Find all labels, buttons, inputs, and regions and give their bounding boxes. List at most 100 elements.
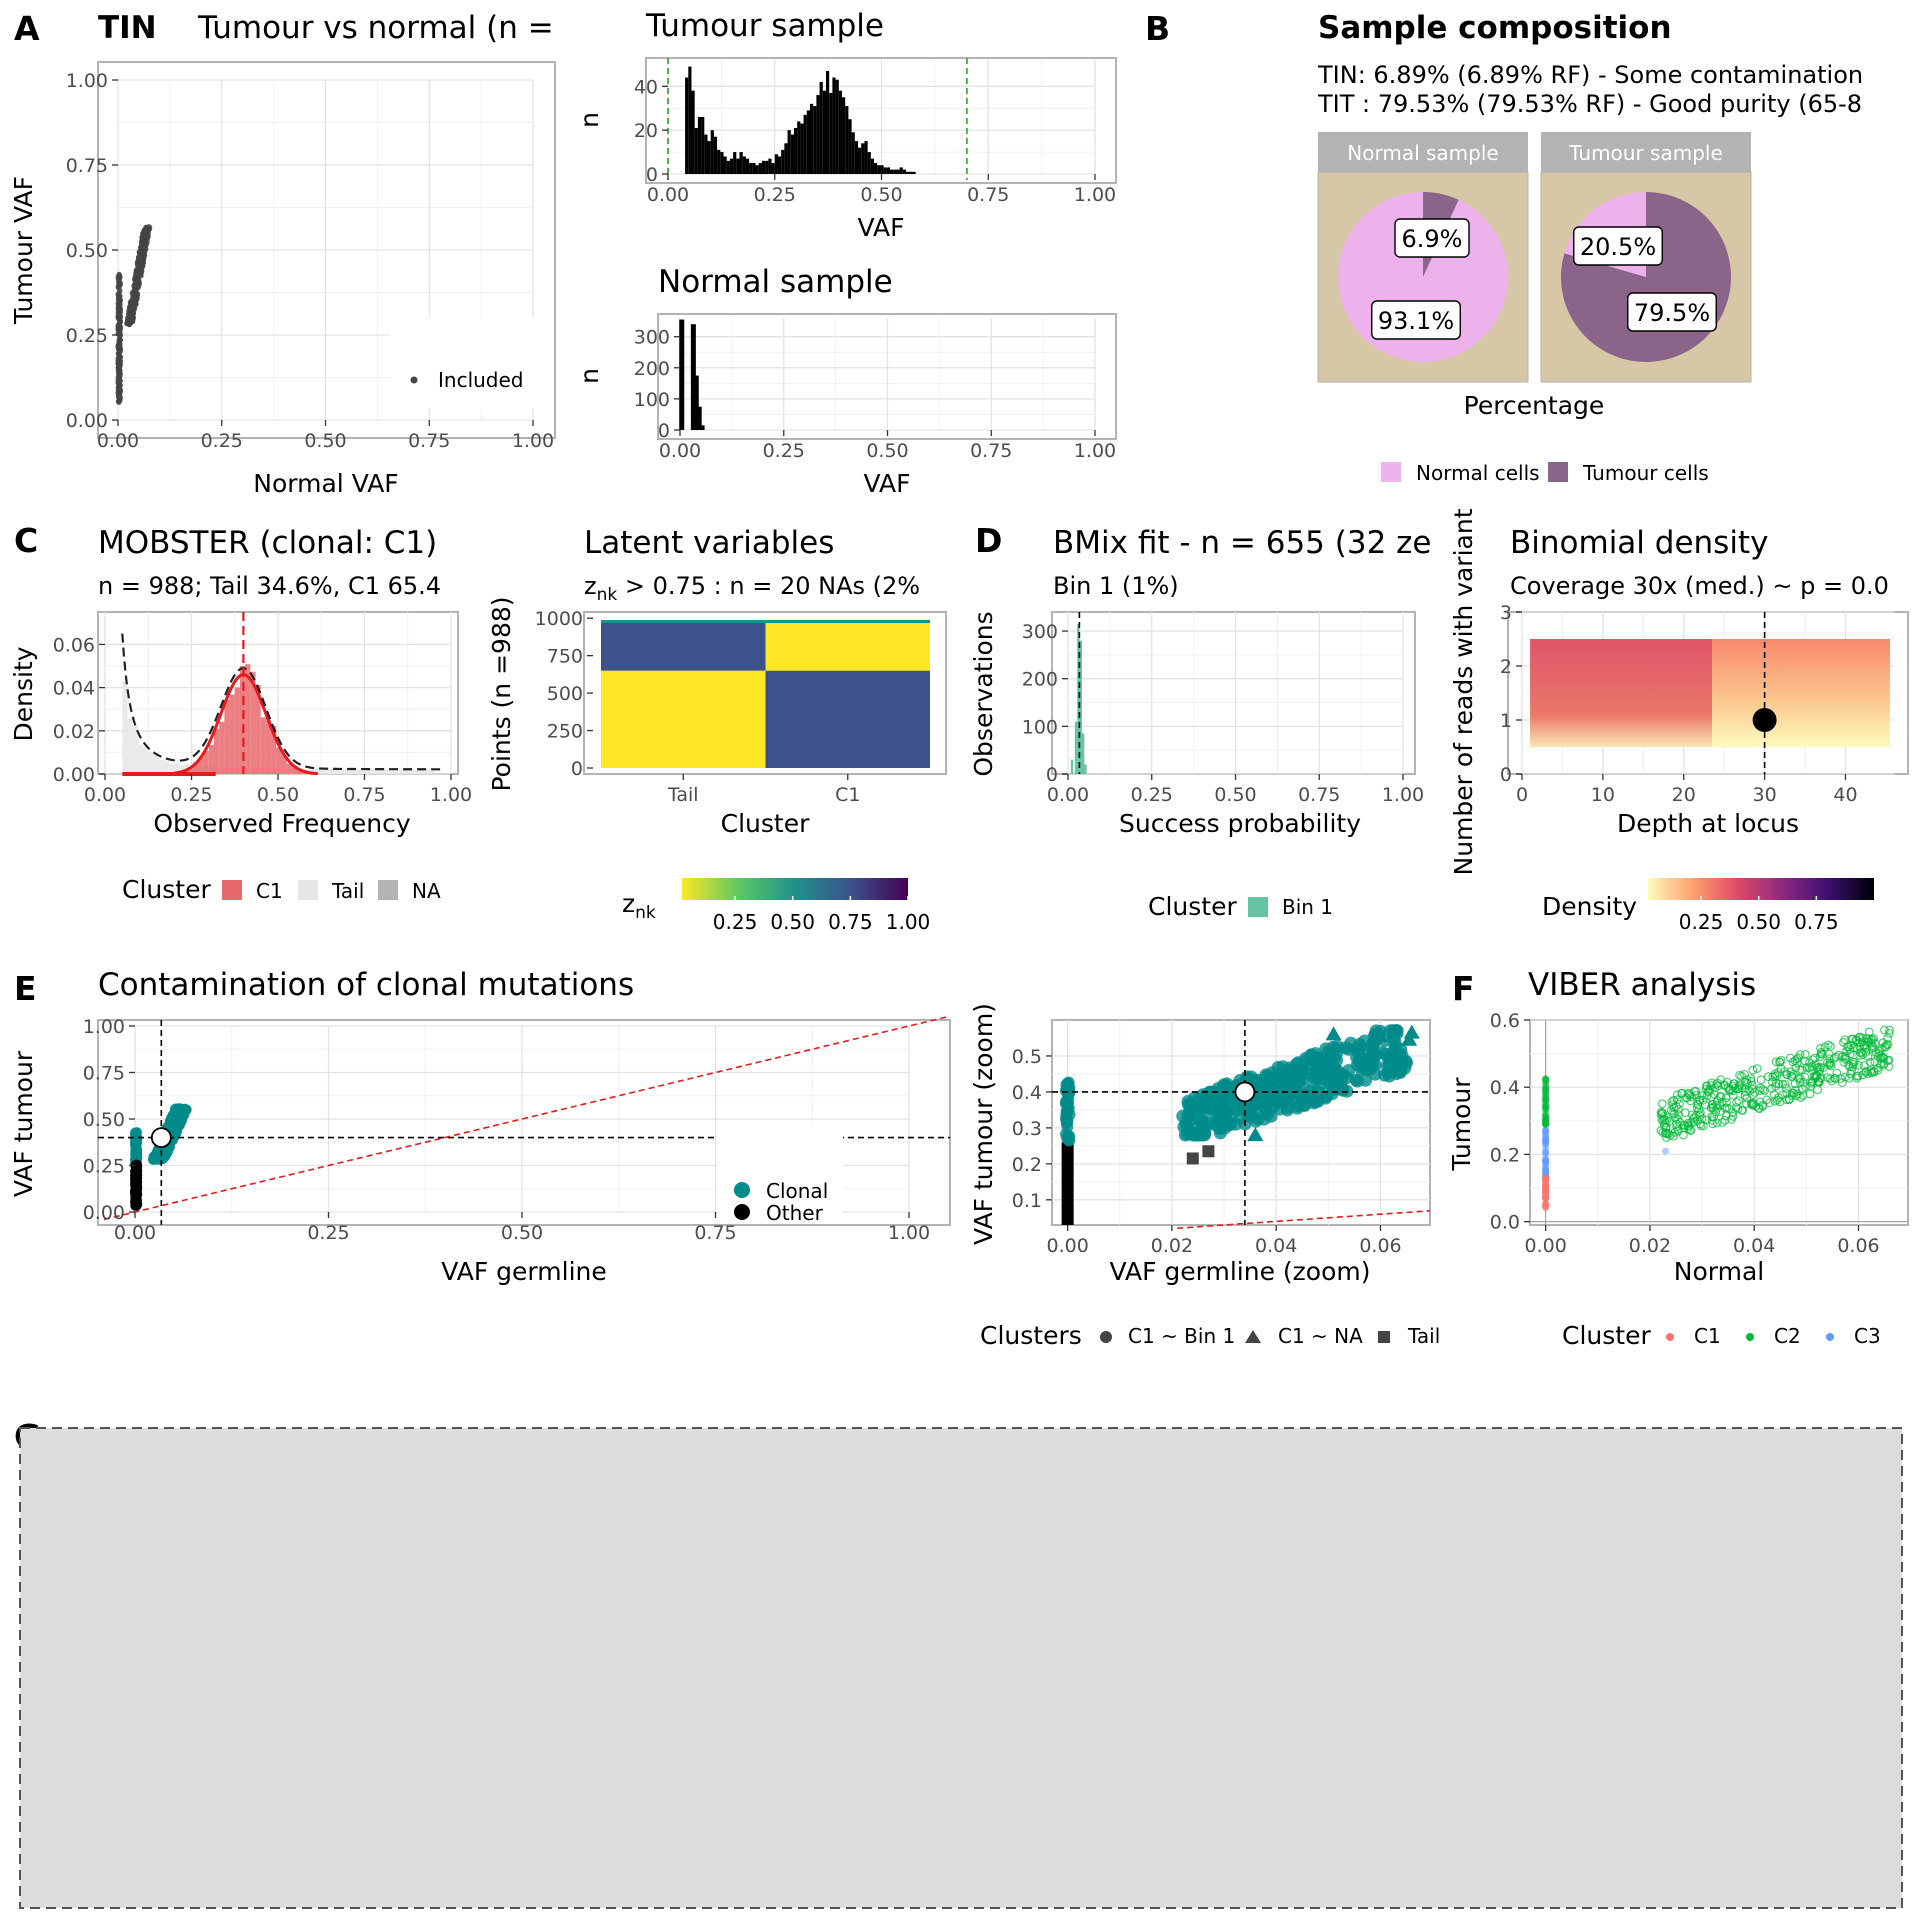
a2-bar-59 [874,163,878,174]
c1-c1-bar-22 [291,765,298,774]
c1-c1-bar-7 [213,728,220,774]
a1-point-1-403 [136,263,142,270]
a1-point-1-411 [143,224,149,230]
f-c2-point-354 [1721,1093,1731,1103]
f-c2-point-153 [1677,1089,1686,1098]
chart-e1: Contamination of clonal mutations 0.00 0.… [9,967,951,1286]
d1-grid [1067,612,1404,775]
e2-point-357 [1251,1073,1265,1087]
a2-ticks-x-tick-label-2: 0.50 [860,184,902,206]
a2-bar-23 [758,163,762,174]
f-c2-point-306 [1674,1099,1684,1109]
e2-ticks-y-tick-label-2: 0.3 [1012,1118,1042,1140]
e2-ticks-y-tick-label-4: 0.5 [1012,1046,1042,1068]
a2-bar-6 [704,134,708,174]
f-c2-point-258 [1846,1040,1856,1050]
d1-bar-5 [1084,764,1087,774]
e1-point-1-115 [130,1195,141,1206]
c2-cell-2-1 [765,620,930,623]
f-c2-point-3 [1816,1044,1825,1053]
f-ticks-y-tick-label-2: 0.4 [1490,1077,1520,1099]
f-c2-point-418 [1696,1121,1706,1131]
a1-point-1-397 [135,291,141,298]
a2-bar-68 [902,169,907,174]
panel-tag-b: B [1145,9,1170,48]
d2-ticks-x-tick-label-3: 30 [1753,784,1777,806]
e2-ticks-y-tick-label-0: 0.1 [1012,1190,1042,1212]
f-c2-point-401 [1873,1065,1883,1075]
e2-ticks: 0.00 0.02 0.04 0.06 0.1 0.2 0.3 0.4 0.5 [1012,1046,1402,1257]
a2-y-axis-title: n [575,112,604,128]
c1-tail-bar-40 [329,769,336,774]
e2-point-302 [1301,1090,1315,1104]
a2-bar-71 [912,171,916,174]
c1-c1-bar-10 [229,694,235,774]
a1-ticks-x-tick-label-3: 0.75 [408,430,450,452]
a1-x-axis-title: Normal VAF [253,469,398,498]
f-c2-point-364 [1839,1057,1849,1067]
e2-strip-clonal-36 [1061,1120,1074,1133]
a1-y-axis-title: Tumour VAF [9,176,38,325]
f-c3-point-outlier [1662,1147,1670,1155]
b-legend-label-tumour: Tumour cells [1582,461,1709,485]
a1-point-0-248 [115,331,121,337]
c2-colorbar-tick-label-2: 0.75 [828,910,873,934]
e2-point-323 [1323,1057,1337,1071]
e2-legend-key-c1-bin1 [1100,1331,1112,1343]
f-title: VIBER analysis [1528,967,1756,1003]
chart-d2: Binomial density Coverage 30x (med.) ~ p… [1449,508,1909,934]
b-facet-strip-normal [1318,132,1528,172]
f-c2-point-360 [1673,1126,1683,1136]
a2-bar-38 [806,110,810,174]
a2-bar-26 [768,158,772,174]
c1-tail-bar-51 [386,769,393,774]
f-c2-point-182 [1674,1104,1683,1114]
f-c2-point-366 [1735,1070,1744,1080]
c1-c1-bar-13 [245,664,251,774]
f-c2-point-316 [1758,1085,1768,1094]
panel-tag-f: F [1452,969,1475,1008]
f-c2-point-363 [1762,1095,1772,1105]
a2-title: Tumour sample [645,8,884,44]
d1-ticks-y-tick-label-0: 0 [1046,764,1058,786]
f-c2-point-249 [1795,1077,1805,1087]
c1-tail-bar-49 [376,770,382,774]
d1-title: BMix fit - n = 655 (32 ze [1053,525,1432,561]
f-c1-point-35 [1542,1201,1550,1209]
f-c2-point-419 [1741,1087,1751,1097]
a2-bar-37 [803,114,807,174]
c1-ticks-y-tick-label-1: 0.02 [53,721,95,743]
c2-colorbar [682,878,908,900]
a2-bar-15 [733,152,737,174]
f-c1-point-40 [1542,1193,1550,1201]
panel-tag-c: C [14,521,38,560]
f-c2-point-222 [1792,1054,1802,1064]
a2-bar-67 [899,167,903,174]
f-c2-point-265 [1756,1083,1766,1093]
c1-c1-bar-6 [208,744,214,774]
d2-colorbar [1648,878,1874,900]
c1-tail-bar-4 [143,746,149,774]
c2-cell-1-0 [601,622,766,671]
f-c2-point-167 [1880,1025,1889,1035]
c1-ticks-y-tick-label-2: 0.04 [53,678,95,700]
f-c2-point-263 [1810,1053,1820,1063]
f-c2-point-370 [1782,1089,1792,1098]
c1-ticks-y-tick-label-0: 0.00 [53,764,95,786]
e1-ticks: 0.00 0.25 0.50 0.75 1.00 0.00 0.25 0.50 0.75 1.00 [83,1016,930,1244]
a3-bar-0 [679,319,685,430]
e1-ticks-y-tick-label-3: 0.75 [83,1063,125,1085]
c2-subtitle-main: z [584,572,597,600]
f-c2-point-414 [1708,1102,1718,1112]
a3-bar-2 [690,324,696,430]
a1-point-0-224 [115,364,121,371]
chart-a3: Normal sample 0.00 0.25 0.50 0.75 1.00 0 100 20… [575,264,1117,498]
a1-point-1-415 [136,281,142,287]
e2-triangle-3 [1401,1031,1418,1046]
e2-point-196 [1359,1073,1373,1087]
a3-ticks-x-tick-label-1: 0.25 [763,440,805,462]
a2-bar-30 [781,149,785,174]
f-c2-point-214 [1861,1067,1871,1077]
e1-ticks-x-tick-label-0: 0.00 [114,1222,156,1244]
d2-tile-right [1712,639,1890,747]
